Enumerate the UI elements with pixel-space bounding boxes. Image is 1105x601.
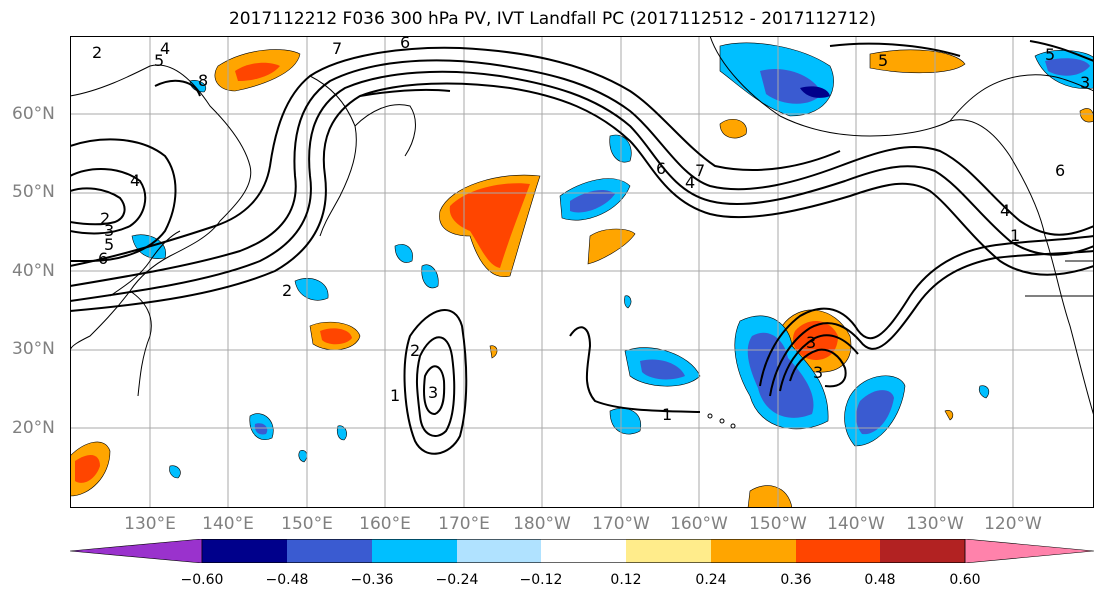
contour-label: 2: [282, 281, 292, 300]
lon-label-170e: 170°E: [438, 514, 490, 534]
colorbar-bin: [626, 539, 711, 563]
lon-label-130e: 130°E: [124, 514, 176, 534]
map-background: [70, 36, 1094, 508]
contour-label: 2: [92, 43, 102, 62]
colorbar-tick-label: −0.12: [519, 572, 563, 588]
colorbar-tick-label: 0.12: [610, 572, 642, 588]
colorbar: [70, 539, 1094, 563]
contour-label: 8: [198, 71, 208, 90]
coastlines: [70, 36, 1094, 429]
map-frame: [70, 36, 1094, 508]
contour-label: 5: [878, 51, 888, 70]
contour-label: 4: [1000, 201, 1010, 220]
colorbar-under-triangle: [70, 539, 203, 563]
contour-label: 3: [428, 383, 438, 402]
lat-label-50n: 50°N: [12, 182, 55, 202]
graticule: [70, 36, 1094, 508]
colorbar-tick-label: −0.48: [265, 572, 309, 588]
colorbar-frame: [201, 539, 966, 563]
contour-label: 5: [104, 235, 114, 254]
colorbar-tick-label: 0.24: [695, 572, 727, 588]
contour-label: 7: [695, 161, 705, 180]
lon-label-150w: 150°W: [749, 514, 807, 534]
contour-label: 4: [160, 39, 170, 58]
lon-label-130w: 130°W: [906, 514, 964, 534]
contour-label: 6: [656, 159, 666, 178]
contour-label: 1: [662, 405, 672, 424]
colorbar-bin: [457, 539, 541, 563]
colorbar-bin: [372, 539, 457, 563]
contour-label: 2: [100, 209, 110, 228]
colorbar-tick-label: −0.24: [435, 572, 479, 588]
contour-label: 6: [400, 36, 410, 52]
contour-label: 6: [1055, 161, 1065, 180]
contour-label: 1: [1010, 226, 1020, 245]
lon-label-160w: 160°W: [670, 514, 728, 534]
colorbar-bin: [287, 539, 372, 563]
lat-label-60n: 60°N: [12, 104, 55, 124]
contour-label: 1: [390, 386, 400, 405]
lon-label-140e: 140°E: [202, 514, 254, 534]
lon-label-120w: 120°W: [984, 514, 1042, 534]
map-title: 2017112212 F036 300 hPa PV, IVT Landfall…: [228, 9, 876, 29]
contour-label: 7: [332, 39, 342, 58]
contour-label: 4: [130, 171, 140, 190]
colorbar-tick-label: −0.36: [350, 572, 394, 588]
contour-label: 3: [104, 221, 114, 240]
colorbar-bin: [541, 539, 626, 563]
lon-label-180w: 180°W: [513, 514, 571, 534]
contour-labels: 2 5 4 8 6 7 2 3 5 6 4 2 6 7 4 5 6 4 1 2 …: [92, 36, 1090, 424]
pv-contours: [70, 40, 1094, 455]
contour-label: 2: [410, 341, 420, 360]
contour-label: 3: [1080, 73, 1090, 92]
colorbar-tick-label: 0.48: [864, 572, 896, 588]
contour-label: 5: [1045, 45, 1055, 64]
contour-label: 3: [813, 363, 823, 382]
colorbar-bin: [880, 539, 965, 563]
contour-label: 4: [685, 173, 695, 192]
colorbar-over-triangle: [964, 539, 1094, 563]
contour-label: 3: [806, 333, 816, 352]
lon-label-170w: 170°W: [592, 514, 650, 534]
colorbar-bin: [796, 539, 880, 563]
lat-label-30n: 30°N: [12, 339, 55, 359]
lon-label-160e: 160°E: [359, 514, 411, 534]
lon-label-140w: 140°W: [827, 514, 885, 534]
colorbar-tick-label: −0.60: [180, 572, 224, 588]
colorbar-bin: [711, 539, 796, 563]
lat-label-20n: 20°N: [12, 418, 55, 438]
colorbar-tick-label: 0.60: [949, 572, 981, 588]
lat-label-40n: 40°N: [12, 261, 55, 281]
contour-label: 5: [154, 51, 164, 70]
contour-label: 6: [98, 249, 108, 268]
lon-label-150e: 150°E: [281, 514, 333, 534]
colorbar-bin: [202, 539, 287, 563]
map-panel: 2 5 4 8 6 7 2 3 5 6 4 2 6 7 4 5 6 4 1 2 …: [70, 36, 1094, 508]
colorbar-tick-label: 0.36: [780, 572, 812, 588]
